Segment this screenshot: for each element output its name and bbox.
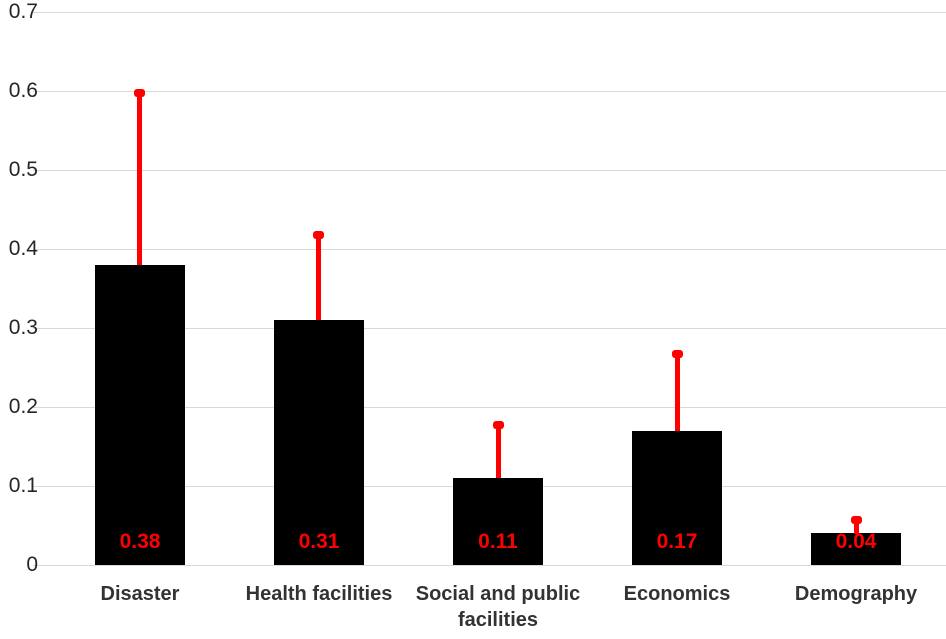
error-bar-cap-demography bbox=[851, 516, 862, 524]
gridline-0.5 bbox=[33, 170, 946, 171]
gridline-0.2 bbox=[33, 407, 946, 408]
x-category-label-social-and-public-facilities: Social and public facilities bbox=[415, 583, 581, 631]
x-category-label-economics: Economics bbox=[623, 583, 731, 605]
gridline-0.6 bbox=[33, 91, 946, 92]
bar-social-and-public-facilities bbox=[453, 478, 543, 565]
error-bar-social-and-public-facilities bbox=[496, 423, 501, 478]
error-bar-cap-disaster bbox=[134, 89, 145, 97]
x-category-label-disaster: Disaster bbox=[100, 583, 180, 605]
x-category-label-demography: Demography bbox=[794, 583, 918, 605]
bar-health-facilities bbox=[274, 320, 364, 565]
error-bar-cap-social-and-public-facilities bbox=[493, 421, 504, 429]
bar-value-label-health-facilities: 0.31 bbox=[298, 530, 340, 553]
y-tick-label-0.5: 0.5 bbox=[8, 158, 38, 181]
gridline-0 bbox=[33, 565, 946, 566]
error-bar-economics bbox=[675, 352, 680, 431]
y-tick-label-0.2: 0.2 bbox=[8, 395, 38, 418]
gridline-0.7 bbox=[33, 12, 946, 13]
bar-value-label-demography: 0.04 bbox=[835, 530, 877, 553]
y-tick-label-0.7: 0.7 bbox=[8, 0, 38, 23]
y-tick-label-0.4: 0.4 bbox=[8, 237, 38, 260]
y-tick-label-0: 0 bbox=[26, 553, 38, 576]
y-tick-label-0.6: 0.6 bbox=[8, 79, 38, 102]
bar-disaster bbox=[95, 265, 185, 565]
error-bar-demography bbox=[854, 518, 859, 534]
x-category-label-health-facilities: Health facilities bbox=[245, 583, 393, 605]
bar-value-label-social-and-public-facilities: 0.11 bbox=[478, 530, 518, 553]
gridline-0.4 bbox=[33, 249, 946, 250]
error-bar-health-facilities bbox=[316, 233, 321, 320]
bar-demography bbox=[811, 533, 901, 565]
bar-value-label-disaster: 0.38 bbox=[119, 530, 161, 553]
bar-economics bbox=[632, 431, 722, 565]
gridline-0.3 bbox=[33, 328, 946, 329]
y-tick-label-0.3: 0.3 bbox=[8, 316, 38, 339]
error-bar-cap-economics bbox=[672, 350, 683, 358]
bar-value-label-economics: 0.17 bbox=[656, 530, 698, 553]
error-bar-cap-health-facilities bbox=[313, 231, 324, 239]
error-bar-disaster bbox=[137, 91, 142, 265]
y-tick-label-0.1: 0.1 bbox=[8, 474, 38, 497]
